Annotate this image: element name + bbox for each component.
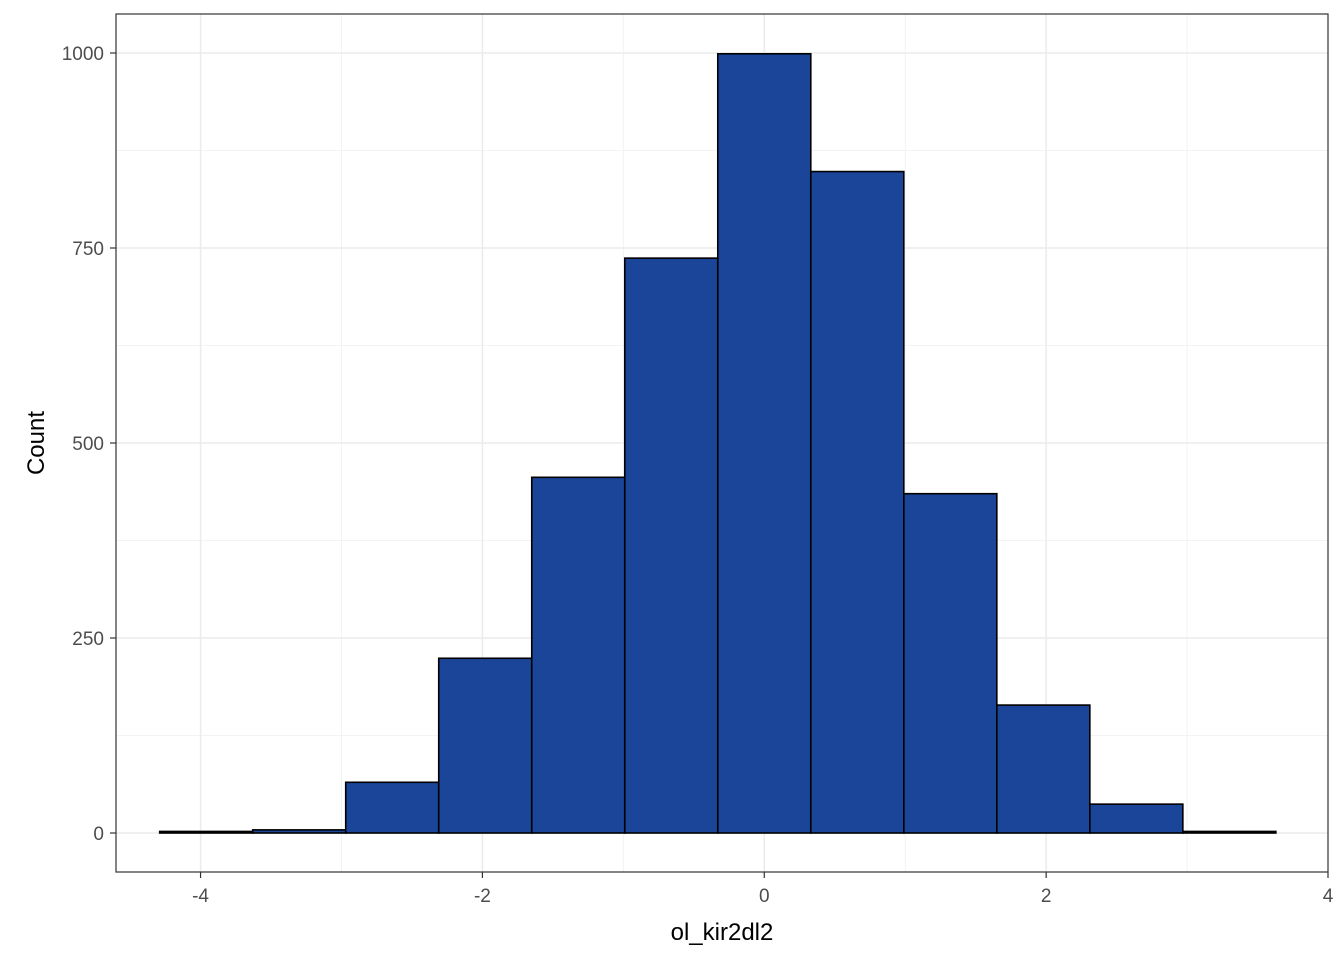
histogram-bar	[809, 170, 905, 834]
histogram-bar	[251, 829, 347, 834]
y-tick-label: 500	[72, 434, 104, 455]
histogram-bar	[623, 257, 719, 834]
x-tick-label: -2	[474, 886, 491, 907]
histogram-bar	[530, 476, 626, 834]
y-tick-label: 750	[72, 239, 104, 260]
histogram-bar	[158, 830, 254, 834]
histogram-bar	[437, 657, 533, 834]
y-tick-label: 250	[72, 629, 104, 650]
y-axis: 0 250 500 750 1000	[62, 44, 116, 845]
x-tick-label: -4	[192, 886, 209, 907]
histogram-bar	[902, 492, 998, 834]
y-axis-title: Count	[23, 411, 50, 475]
histogram-bar	[1089, 803, 1184, 834]
histogram-bar	[1182, 830, 1277, 834]
histogram-bar	[344, 781, 440, 834]
x-tick-label: 4	[1323, 886, 1334, 907]
y-tick-label: 1000	[62, 44, 104, 65]
x-axis: -4 -2 0 2 4	[192, 872, 1334, 907]
y-tick-label: 0	[93, 824, 104, 845]
histogram-bar	[716, 52, 812, 834]
histogram-bar	[996, 704, 1091, 834]
x-axis-title: ol_kir2dl2	[671, 919, 774, 946]
x-tick-label: 2	[1041, 886, 1052, 907]
histogram-bars	[158, 52, 1277, 834]
x-tick-label: 0	[759, 886, 770, 907]
